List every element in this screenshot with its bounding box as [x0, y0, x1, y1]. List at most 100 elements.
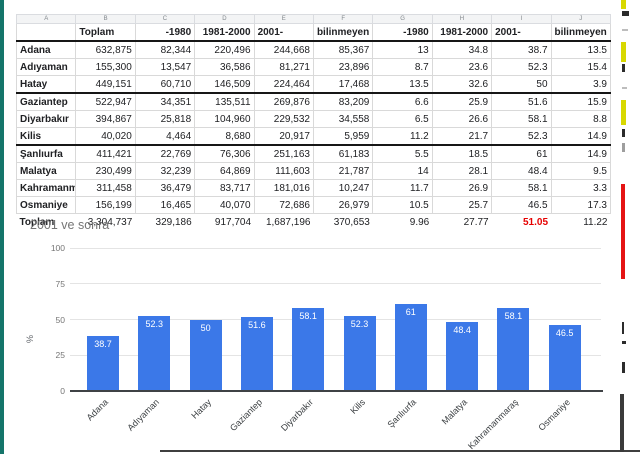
- row-header-Kahramanmaraş[interactable]: Kahramanmaraş: [15, 179, 77, 197]
- cell[interactable]: 9.5: [550, 162, 612, 180]
- cell[interactable]: 8,680: [194, 127, 255, 146]
- cell[interactable]: 8.7: [372, 58, 433, 76]
- row-header-Gaziantep[interactable]: Gaziantep: [15, 92, 77, 111]
- cell[interactable]: 17,468: [312, 75, 374, 94]
- cell[interactable]: 5.5: [372, 144, 433, 163]
- cell[interactable]: 25.9: [431, 92, 493, 111]
- cell[interactable]: 5,959: [312, 127, 374, 146]
- cell[interactable]: 917,704: [194, 213, 255, 230]
- cell[interactable]: 21.7: [431, 127, 493, 146]
- bar-Diyarbakır[interactable]: 58.1: [292, 307, 325, 391]
- cell[interactable]: 18.5: [431, 144, 493, 163]
- cell[interactable]: 40,070: [194, 196, 255, 214]
- cell[interactable]: 11.2: [372, 127, 433, 146]
- cell[interactable]: 13.5: [550, 40, 612, 59]
- cell[interactable]: 25.7: [431, 196, 493, 214]
- cell[interactable]: 370,653: [313, 213, 373, 230]
- cell[interactable]: 36,479: [134, 179, 196, 197]
- cell[interactable]: 3.9: [550, 75, 612, 94]
- cell[interactable]: 50: [491, 75, 552, 94]
- cell[interactable]: 25,818: [134, 110, 196, 128]
- header-cell[interactable]: 2001-: [491, 23, 552, 42]
- header-cell[interactable]: Toplam: [75, 23, 136, 42]
- row-header-Kilis[interactable]: Kilis: [15, 127, 77, 146]
- cell[interactable]: 11.7: [372, 179, 433, 197]
- cell[interactable]: 6.6: [372, 92, 433, 111]
- bar-Adana[interactable]: 38.7: [87, 335, 119, 391]
- cell[interactable]: 4,464: [134, 127, 196, 146]
- cell[interactable]: 14.9: [550, 127, 612, 146]
- cell[interactable]: 51.6: [491, 92, 552, 111]
- cell[interactable]: 1,687,196: [254, 213, 314, 230]
- cell[interactable]: 10.5: [372, 196, 433, 214]
- cell[interactable]: 220,496: [194, 40, 255, 59]
- cell[interactable]: 58.1: [491, 179, 552, 197]
- header-cell[interactable]: 1981-2000: [194, 23, 255, 42]
- cell[interactable]: 64,869: [194, 162, 255, 180]
- cell[interactable]: 61: [491, 144, 552, 163]
- row-header-Şanlıurfa[interactable]: Şanlıurfa: [15, 144, 77, 163]
- column-header-C[interactable]: C: [134, 14, 196, 24]
- cell[interactable]: 61,183: [312, 144, 374, 163]
- cell[interactable]: 72,686: [253, 196, 314, 214]
- column-header-D[interactable]: D: [194, 14, 255, 24]
- cell[interactable]: 632,875: [75, 40, 136, 59]
- cell[interactable]: 26.9: [431, 179, 493, 197]
- column-header-J[interactable]: J: [550, 14, 612, 24]
- bar-Kilis[interactable]: 52.3: [343, 316, 376, 391]
- cell[interactable]: 83,717: [194, 179, 255, 197]
- cell[interactable]: 311,458: [75, 179, 136, 197]
- cell[interactable]: 181,016: [253, 179, 314, 197]
- cell[interactable]: 15.4: [550, 58, 612, 76]
- bar-Adıyaman[interactable]: 52.3: [138, 316, 171, 391]
- bar-Hatay[interactable]: 50: [189, 319, 222, 391]
- cell[interactable]: 51.05: [491, 213, 552, 230]
- cell[interactable]: 13: [372, 40, 433, 59]
- cell[interactable]: 28.1: [431, 162, 493, 180]
- cell[interactable]: 20,917: [253, 127, 314, 146]
- cell[interactable]: 411,421: [75, 144, 136, 163]
- bar-Şanlıurfa[interactable]: 61: [394, 303, 427, 391]
- cell[interactable]: 36,586: [194, 58, 255, 76]
- cell[interactable]: 83,209: [312, 92, 374, 111]
- cell[interactable]: 16,465: [134, 196, 196, 214]
- row-header-Hatay[interactable]: Hatay: [15, 75, 77, 94]
- cell[interactable]: 48.4: [491, 162, 552, 180]
- cell[interactable]: 85,367: [312, 40, 374, 59]
- cell[interactable]: 3.3: [550, 179, 612, 197]
- cell[interactable]: 23,896: [312, 58, 374, 76]
- cell[interactable]: 224,464: [253, 75, 314, 94]
- column-header-G[interactable]: G: [372, 14, 433, 24]
- cell[interactable]: 40,020: [75, 127, 136, 146]
- cell[interactable]: 155,300: [75, 58, 136, 76]
- cell[interactable]: 9.96: [372, 213, 433, 230]
- cell[interactable]: 111,603: [253, 162, 314, 180]
- cell[interactable]: 229,532: [253, 110, 314, 128]
- cell[interactable]: 14.9: [550, 144, 612, 163]
- cell[interactable]: 449,151: [75, 75, 136, 94]
- column-header-F[interactable]: F: [312, 14, 374, 24]
- row-header-Adana[interactable]: Adana: [15, 40, 77, 59]
- bar-Gaziantep[interactable]: 51.6: [240, 317, 273, 391]
- cell[interactable]: 244,668: [253, 40, 314, 59]
- header-cell[interactable]: [15, 23, 77, 42]
- header-cell[interactable]: -1980: [372, 23, 433, 42]
- cell[interactable]: 10,247: [312, 179, 374, 197]
- cell[interactable]: 52.3: [491, 127, 552, 146]
- cell[interactable]: 15.9: [550, 92, 612, 111]
- row-header-Adıyaman[interactable]: Adıyaman: [15, 58, 77, 76]
- bar-Osmaniye[interactable]: 46.5: [548, 324, 581, 391]
- bar-Malatya[interactable]: 48.4: [446, 321, 479, 391]
- cell[interactable]: 14: [372, 162, 433, 180]
- header-cell[interactable]: 1981-2000: [431, 23, 493, 42]
- cell[interactable]: 13,547: [134, 58, 196, 76]
- cell[interactable]: 394,867: [75, 110, 136, 128]
- cell[interactable]: 26.6: [431, 110, 493, 128]
- cell[interactable]: 82,344: [134, 40, 196, 59]
- cell[interactable]: 6.5: [372, 110, 433, 128]
- cell[interactable]: 81,271: [253, 58, 314, 76]
- column-header-B[interactable]: B: [75, 14, 136, 24]
- cell[interactable]: 104,960: [194, 110, 255, 128]
- header-cell[interactable]: bilinmeyen: [550, 23, 612, 42]
- cell[interactable]: 13.5: [372, 75, 433, 94]
